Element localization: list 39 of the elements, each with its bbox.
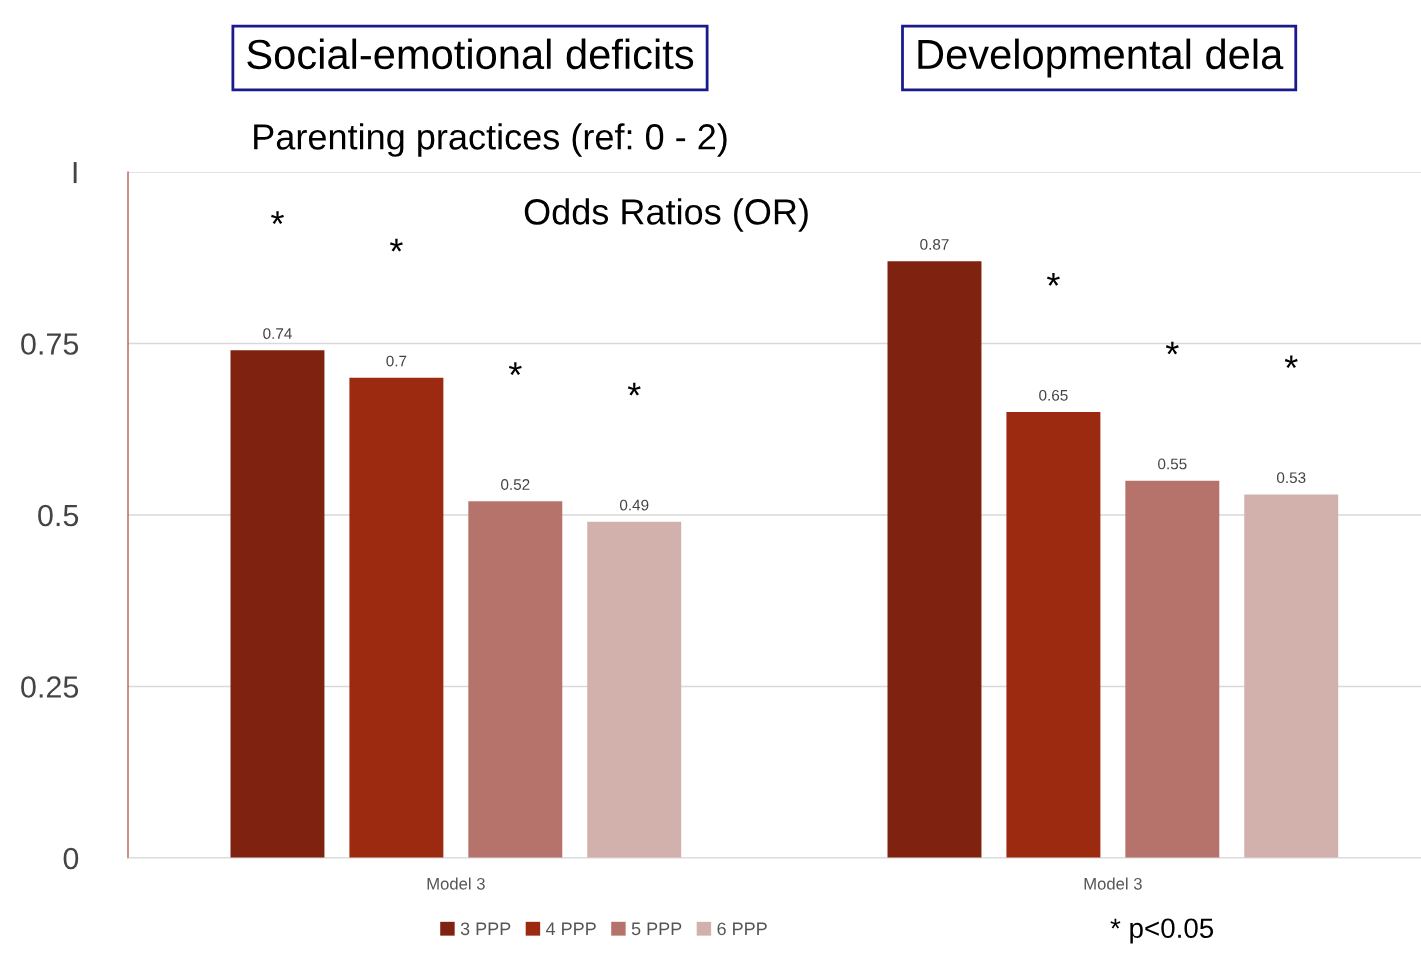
x-tick-label: Model 3 [427, 877, 485, 890]
annotation: Odds Ratios (OR) [524, 198, 808, 232]
legend-label: 5 PPP [631, 922, 682, 936]
annotation: * [1165, 341, 1179, 355]
bar [1244, 494, 1339, 858]
data-label: 0.49 [619, 499, 649, 511]
text: * p<0.05 [1110, 918, 1214, 944]
data-label: 0.7 [386, 355, 407, 367]
bar [230, 350, 325, 858]
annotation: * [1046, 273, 1060, 286]
y-tick-label: I [73, 162, 77, 184]
legend-label: 3 PPP [460, 922, 511, 936]
y-tick-label: 0.25 [21, 676, 79, 698]
bar [349, 377, 444, 858]
text: Social-emotional deficits [247, 38, 694, 70]
data-label: 0.74 [263, 328, 292, 340]
bar [1006, 412, 1101, 858]
bar [887, 261, 982, 858]
data-label: 0.52 [501, 479, 530, 490]
annotation: * [271, 211, 284, 225]
y-tick-label: 0.5 [38, 504, 79, 527]
legend-label: 4 PPP [545, 922, 596, 935]
annotation: * [627, 382, 641, 396]
bar [1125, 480, 1220, 858]
text: Parenting practices (ref: 0 - 2) [254, 123, 727, 157]
x-tick-label: Model 3 [1084, 877, 1142, 890]
text: Developmental dela [918, 38, 1284, 78]
data-label: 0.55 [1158, 458, 1187, 470]
y-tick-label: 0 [63, 847, 79, 870]
legend-label: 6 PPP [717, 922, 767, 936]
bar [468, 501, 563, 858]
data-label: 0.87 [920, 239, 949, 250]
data-label: 0.65 [1039, 389, 1068, 401]
bar [587, 521, 682, 858]
data-label: 0.53 [1276, 472, 1306, 484]
annotation: * [389, 238, 403, 252]
annotation: * [1284, 355, 1298, 369]
annotation: * [508, 362, 522, 375]
y-tick-label: 0.75 [21, 333, 79, 355]
